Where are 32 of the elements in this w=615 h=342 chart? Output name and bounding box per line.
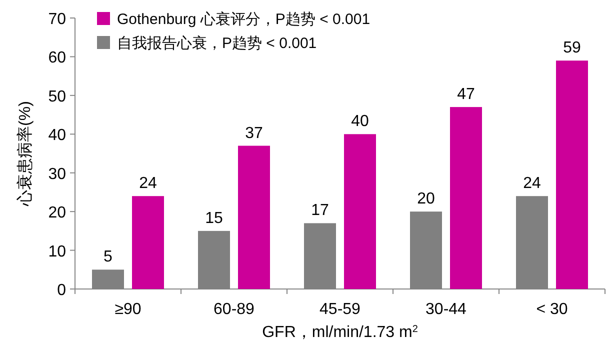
- y-tick-label: 60: [48, 50, 66, 67]
- x-tick-label: 60-89: [214, 301, 255, 318]
- data-label: 40: [351, 113, 369, 130]
- legend-label: 自我报告心衰，P趋势 < 0.001: [117, 35, 317, 52]
- y-tick-label: 70: [48, 11, 66, 28]
- data-label: 59: [563, 40, 581, 57]
- data-label: 24: [523, 175, 541, 192]
- data-label: 47: [457, 86, 475, 104]
- bar: [344, 134, 376, 289]
- y-tick-label: 10: [48, 243, 66, 260]
- bar: [556, 60, 588, 289]
- y-tick-label: 30: [48, 166, 66, 183]
- x-tick-label: 30-44: [426, 301, 467, 318]
- bar: [132, 196, 164, 289]
- y-axis-title: 心衰患病率(%): [16, 101, 34, 207]
- data-label: 20: [417, 190, 435, 208]
- bar: [238, 146, 270, 289]
- y-tick-label: 50: [48, 88, 66, 106]
- data-label: 15: [205, 210, 223, 227]
- y-tick-label: 0: [57, 282, 66, 299]
- x-tick-label: < 30: [536, 301, 568, 318]
- x-tick-label: ≥90: [114, 301, 142, 318]
- legend-label: Gothenburg 心衰评分，P趋势 < 0.001: [117, 11, 370, 28]
- y-tick-label: 40: [48, 127, 66, 144]
- data-label: 37: [245, 124, 263, 142]
- bar: [450, 107, 482, 289]
- x-axis-title: GFR，ml/min/1.73 m$^{2}$: [262, 324, 418, 341]
- data-label: 17: [311, 202, 329, 220]
- data-label: 5: [104, 248, 113, 266]
- data-label: 24: [139, 175, 157, 192]
- x-tick-label: 45-59: [320, 301, 361, 318]
- y-tick-label: 20: [48, 204, 66, 222]
